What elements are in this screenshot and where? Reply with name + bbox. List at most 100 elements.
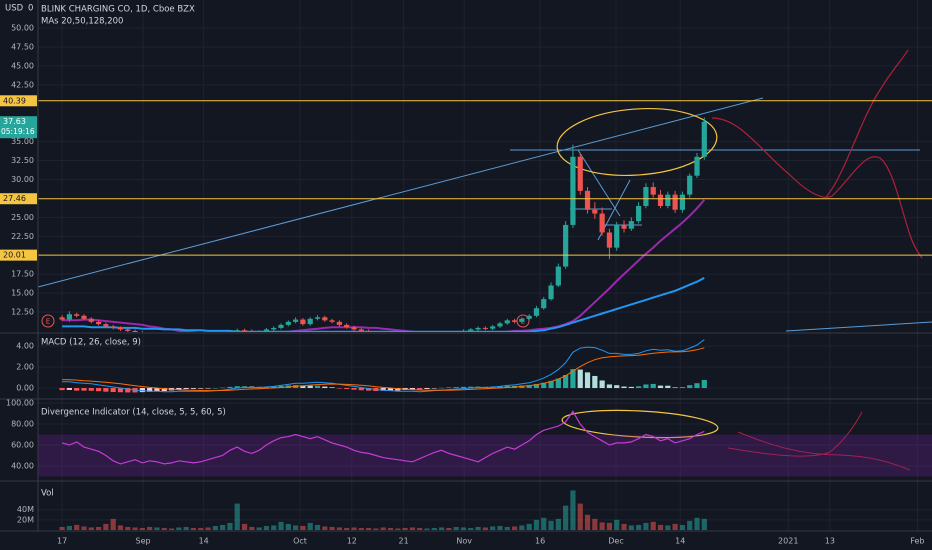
volume-bar (563, 505, 569, 530)
histogram-bar (387, 388, 394, 391)
histogram-bar (606, 384, 613, 389)
pane-title: Vol (41, 489, 54, 499)
histogram-bar (570, 369, 576, 389)
y-tick-label: 4.00 (16, 342, 34, 351)
y-tick-label: 15.00 (11, 289, 34, 298)
candle-body (643, 187, 649, 206)
candle-body (263, 329, 270, 332)
candle-body (592, 209, 598, 214)
volume-bar (570, 490, 576, 530)
histogram-bar (497, 386, 503, 389)
y-tick-label: 20M (17, 515, 34, 524)
candle-body (344, 324, 350, 328)
volume-bar (198, 527, 204, 530)
histogram-bar (95, 388, 102, 392)
candle-body (628, 221, 634, 229)
candle-body (110, 326, 116, 328)
volume-bar (468, 527, 474, 530)
candle-body (256, 331, 262, 332)
candle-body (271, 327, 277, 330)
candle-body (241, 330, 248, 332)
x-tick-label: Dec (608, 537, 623, 546)
histogram-bar (307, 385, 313, 389)
highlight-ellipse (561, 409, 719, 439)
histogram-bar (438, 387, 445, 389)
candle-body (665, 194, 671, 206)
histogram-bar (555, 378, 561, 389)
macd-line (62, 347, 705, 392)
volume-bar (490, 526, 496, 530)
volume-bar (431, 527, 437, 530)
histogram-bar (679, 387, 686, 389)
candle-body (621, 224, 627, 229)
candle-body (460, 330, 467, 332)
histogram-bar (344, 388, 350, 390)
y-tick-label: 45.00 (11, 61, 34, 70)
histogram-bar (300, 385, 306, 389)
y-tick-label: 42.50 (11, 80, 34, 89)
candle-body (307, 318, 313, 325)
y-tick-label: 40.00 (11, 462, 34, 471)
candle-body (511, 320, 518, 322)
volume-bar (592, 518, 598, 530)
volume-bar (66, 525, 72, 530)
histogram-bar (74, 388, 80, 391)
candle-body (694, 156, 700, 176)
countdown: 05:19:16 (1, 127, 35, 136)
histogram-bar (351, 388, 357, 390)
volume-bar (475, 526, 481, 530)
volume-bar (511, 526, 518, 530)
histogram-bar (314, 385, 321, 389)
volume-bar (701, 518, 707, 530)
projection-path (737, 431, 911, 471)
histogram-bar (154, 388, 160, 392)
candle-body (285, 321, 291, 325)
histogram-bar (110, 388, 116, 393)
volume-bar (438, 527, 445, 530)
volume-bar (322, 526, 328, 530)
volume-bar (59, 526, 65, 530)
candle-body (687, 175, 693, 195)
candle-body (636, 205, 642, 222)
x-tick-label: Sep (136, 537, 151, 546)
histogram-bar (205, 388, 211, 389)
x-tick-label: 13 (825, 537, 835, 546)
pane-title: Divergence Indicator (14, close, 5, 5, 6… (41, 408, 226, 418)
candle-body (701, 121, 707, 157)
volume-bar (227, 522, 233, 530)
candle-body (293, 319, 299, 322)
histogram-bar (665, 385, 671, 389)
volume-bar (643, 522, 649, 530)
histogram-bar (431, 388, 437, 389)
candle-body (66, 314, 72, 320)
candle-body (59, 317, 65, 320)
volume-bar (81, 526, 87, 530)
histogram-bar (183, 388, 189, 390)
candle-body (519, 318, 525, 322)
highlight-ellipse (556, 108, 718, 176)
histogram-bar (271, 386, 277, 389)
candle-body (300, 319, 306, 325)
candle-body (533, 308, 540, 316)
histogram-bar (468, 386, 474, 389)
histogram-bar (198, 388, 204, 389)
badge: 0 (28, 4, 33, 14)
volume-bar (417, 527, 423, 530)
volume-bar (679, 524, 686, 530)
volume-bar (541, 517, 547, 530)
histogram-bar (125, 388, 131, 393)
histogram-bar (322, 386, 328, 389)
histogram-bar (701, 379, 707, 389)
candle-body (314, 317, 321, 319)
volume-bar (263, 525, 270, 530)
volume-bar (103, 523, 109, 530)
histogram-bar (103, 388, 109, 392)
projection-path (727, 411, 863, 457)
histogram-bar (380, 388, 386, 391)
histogram-bar (621, 386, 627, 389)
candle-body (650, 187, 656, 195)
volume-bar (672, 523, 678, 530)
volume-bar (95, 526, 102, 530)
candle-body (74, 314, 80, 316)
volume-bar (526, 523, 532, 530)
